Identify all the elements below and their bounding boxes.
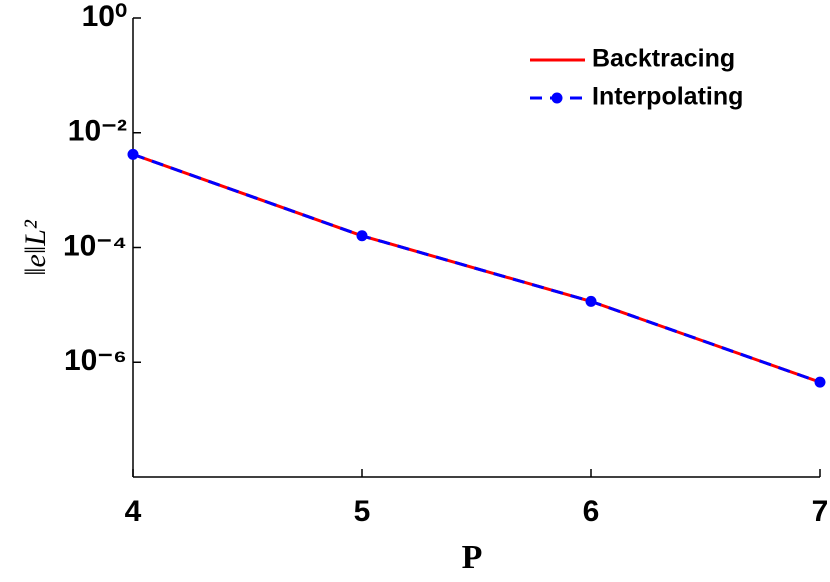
series-line: [132, 152, 821, 384]
y-axis-label: ‖e‖L²: [19, 219, 52, 276]
point: [127, 148, 139, 160]
y-tick-label: 10⁻²: [68, 115, 127, 148]
legend-label: Interpolating: [592, 83, 743, 111]
y-tick-label: 10⁻⁴: [63, 229, 127, 262]
x-tick-label: 6: [583, 495, 600, 528]
y-tick-label: 10⁰: [82, 0, 127, 33]
legend-label: Backtracing: [592, 45, 735, 73]
x-axis-label: P: [462, 539, 483, 576]
x-tick-label: 4: [125, 495, 142, 528]
x-tick-label: 5: [354, 495, 371, 528]
y-tick-label: 10⁻⁶: [64, 344, 127, 377]
point: [814, 376, 826, 388]
point: [356, 230, 368, 242]
legend-marker: [551, 92, 563, 104]
point: [585, 295, 597, 307]
x-tick-label: 7: [812, 495, 829, 528]
